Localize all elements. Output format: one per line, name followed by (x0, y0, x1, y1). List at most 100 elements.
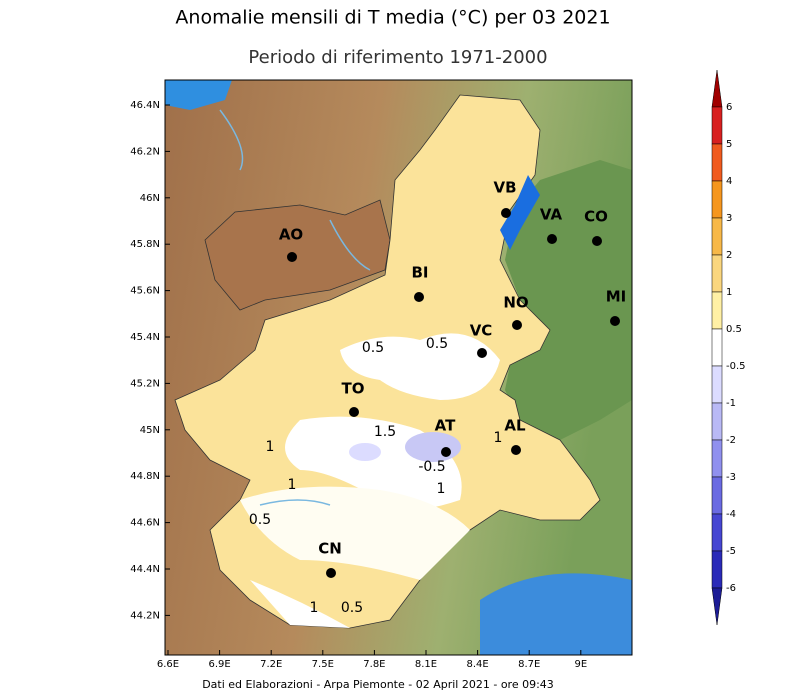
lake (165, 80, 232, 110)
city-label: AT (435, 417, 456, 435)
colorbar-label: 1 (726, 287, 732, 298)
cities: VB VA CO AO BI NO MI VC TO AT AL CN (279, 179, 627, 578)
colorbar-label: -1 (726, 398, 736, 409)
contour-label: 1 (266, 439, 275, 455)
colorbar-segment (711, 291, 723, 330)
colorbar-segment (711, 254, 723, 293)
city-label: CN (318, 540, 342, 558)
city-dot (547, 234, 557, 244)
white-area (340, 333, 500, 400)
city-dot (501, 208, 511, 218)
colorbar-label: -2 (726, 435, 736, 446)
colorbar-segment (711, 476, 723, 515)
colorbar-segment (711, 217, 723, 256)
river (219, 109, 371, 506)
lat-label: 46.4N (130, 100, 160, 111)
colorbar-label: 2 (726, 250, 732, 261)
lon-label: 6.9E (208, 659, 230, 670)
lon-label: 8.1E (415, 659, 437, 670)
colorbar-segment (711, 402, 723, 441)
lat-label: 45.4N (130, 332, 160, 343)
contour-label: 1 (310, 600, 319, 616)
colorbar-segment (711, 180, 723, 219)
white-area (240, 486, 470, 580)
lat-label: 44.4N (130, 564, 160, 575)
city-dot (441, 447, 451, 457)
cold-area (349, 443, 381, 461)
contour-label: -0.5 (418, 459, 445, 475)
lat-label: 45N (140, 425, 160, 436)
city-label: AL (504, 417, 526, 435)
colorbar-segment (711, 143, 723, 182)
colorbar-segment (711, 365, 723, 404)
city-label: VC (470, 322, 493, 340)
map (165, 80, 632, 655)
title: Anomalie mensili di T media (°C) per 03 … (175, 7, 610, 29)
lat-labels: 46.4N 46.2N 46N 45.8N 45.6N 45.4N 45.2N 45N 44.8… (130, 100, 170, 621)
colorbar: 6 5 4 3 2 1 0.5 -0.5 -1 -2 -3 -4 -5 -6 (711, 69, 746, 626)
city-dot (592, 236, 602, 246)
lat-label: 45.2N (130, 378, 160, 389)
colorbar-label: -0.5 (726, 361, 746, 372)
cold-area (405, 432, 461, 462)
city-dot (511, 445, 521, 455)
sea (480, 573, 632, 655)
lon-label: 8.7E (518, 659, 540, 670)
lombardia (505, 160, 632, 440)
white-area (250, 580, 350, 628)
lon-label: 7.2E (260, 659, 282, 670)
lon-label: 7.8E (363, 659, 385, 670)
contour-label: 1 (288, 477, 297, 493)
lat-label: 44.8N (130, 471, 160, 482)
colorbar-label: -5 (726, 546, 736, 557)
lat-label: 45.8N (130, 239, 160, 250)
lon-labels: 6.6E 6.9E 7.2E 7.5E 7.8E 8.1E 8.4E 8.7E 9E (157, 650, 587, 670)
lon-label: 9E (574, 659, 587, 670)
city-label: VA (540, 206, 563, 224)
colorbar-segment (711, 439, 723, 478)
lon-label: 7.5E (312, 659, 334, 670)
colorbar-label: 5 (726, 139, 732, 150)
colorbar-label: -6 (726, 583, 736, 594)
city-dot (287, 252, 297, 262)
city-dot (349, 407, 359, 417)
contour-label: 0.5 (426, 336, 448, 352)
colorbar-label: -4 (726, 509, 736, 520)
city-dot (512, 320, 522, 330)
lon-label: 8.4E (466, 659, 488, 670)
lat-label: 44.2N (130, 610, 160, 621)
lon-label: 6.6E (157, 659, 179, 670)
city-label: TO (342, 380, 365, 398)
city-dot (610, 316, 620, 326)
colorbar-label: 6 (726, 102, 732, 113)
contour-labels: 0.5 0.5 1 1.5 -0.5 1 1 1 0.5 1 0.5 (249, 336, 503, 616)
map-frame (164, 79, 633, 656)
city-dot (414, 292, 424, 302)
lat-label: 46.2N (130, 146, 160, 157)
colorbar-label: 3 (726, 213, 732, 224)
lat-label: 44.6N (130, 518, 160, 529)
colorbar-segment (711, 550, 723, 589)
footer: Dati ed Elaborazioni - Arpa Piemonte - 0… (202, 678, 554, 691)
colorbar-segment (711, 328, 723, 367)
contour-label: 0.5 (249, 512, 271, 528)
city-dot (477, 348, 487, 358)
city-label: VB (493, 179, 516, 197)
colorbar-cap (711, 587, 723, 626)
colorbar-cap (711, 69, 723, 108)
city-dot (326, 568, 336, 578)
lake (500, 175, 540, 250)
city-label: MI (606, 288, 627, 306)
colorbar-label: -3 (726, 472, 736, 483)
colorbar-label: 0.5 (726, 324, 742, 335)
contour-label: 1 (437, 481, 446, 497)
city-label: NO (503, 294, 528, 312)
contour-label: 0.5 (341, 600, 363, 616)
city-label: AO (279, 226, 303, 244)
contour-label: 1 (494, 430, 503, 446)
contour-label: 0.5 (362, 340, 384, 356)
city-label: CO (584, 208, 608, 226)
subtitle: Periodo di riferimento 1971-2000 (248, 47, 547, 68)
lat-label: 46N (140, 193, 160, 204)
